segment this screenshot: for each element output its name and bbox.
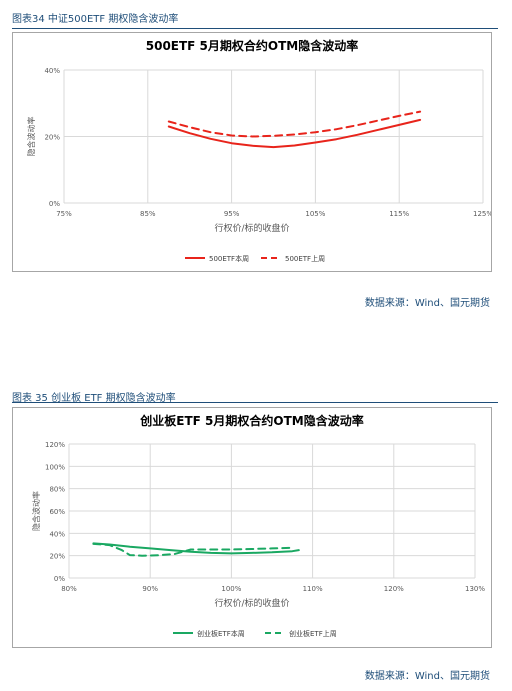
x-tick-label: 75% [56,210,72,218]
x-tick-label: 105% [305,210,325,218]
y-tick-label: 120% [45,441,65,449]
x-tick-label: 120% [384,585,404,593]
x-axis-label: 行权价/标的收盘价 [214,222,289,234]
legend-label: 500ETF本周 [209,254,249,263]
x-tick-label: 80% [61,585,77,593]
y-tick-label: 20% [44,134,60,142]
y-tick-label: 80% [49,486,65,494]
x-tick-label: 115% [389,210,409,218]
chart-500etf-svg: 500ETF 5月期权合约OTM隐含波动率 0% 20% 40% 75% 85% 95% 10… [26,38,491,263]
caption-rule [12,28,498,29]
series-line-this-week [92,542,300,555]
legend-label: 500ETF上周 [285,254,325,263]
x-tick-label: 130% [465,585,485,593]
y-tick-label: 20% [49,553,65,561]
data-source-note: 数据来源：Wind、国元期货 [364,298,490,309]
figure-caption: 图表 35 创业板 ETF 期权隐含波动率 [12,393,176,404]
x-tick-label: 125% [473,210,491,218]
y-tick-label: 100% [45,463,65,471]
y-tick-label: 60% [49,508,65,516]
series-line-this-week [167,118,422,149]
x-tick-label: 95% [224,210,240,218]
x-tick-label: 110% [303,585,323,593]
y-tick-label: 0% [49,200,60,208]
figure-caption: 图表34 中证500ETF 期权隐含波动率 [12,14,179,25]
chart-chinext-etf-svg: 创业板ETF 5月期权合约OTM隐含波动率 0% 20% 40% 60% 80% 100% 1… [31,413,485,638]
series-line-last-week [167,110,422,138]
y-axis-label: 隐含波动率 [26,117,36,157]
legend-label: 创业板ETF上周 [289,629,337,638]
y-tick-label: 0% [54,575,65,583]
data-source-note: 数据来源：Wind、国元期货 [364,671,490,682]
series-line-last-week [92,542,294,557]
chart-panel-chinext-etf: 创业板ETF 5月期权合约OTM隐含波动率 0% 20% 40% 60% 80% 100% 1… [12,407,492,648]
y-axis-label: 隐含波动率 [31,491,41,531]
y-tick-label: 40% [49,530,65,538]
chart-panel-500etf: 500ETF 5月期权合约OTM隐含波动率 0% 20% 40% 75% 85% 95% 10… [12,32,492,272]
x-tick-label: 85% [140,210,156,218]
x-tick-label: 100% [221,585,241,593]
x-tick-label: 90% [142,585,158,593]
x-axis-label: 行权价/标的收盘价 [214,597,289,609]
legend-label: 创业板ETF本周 [197,629,245,638]
chart-title: 500ETF 5月期权合约OTM隐含波动率 [146,38,359,53]
y-tick-label: 40% [44,67,60,75]
caption-rule [12,402,498,403]
chart-title: 创业板ETF 5月期权合约OTM隐含波动率 [139,413,363,428]
